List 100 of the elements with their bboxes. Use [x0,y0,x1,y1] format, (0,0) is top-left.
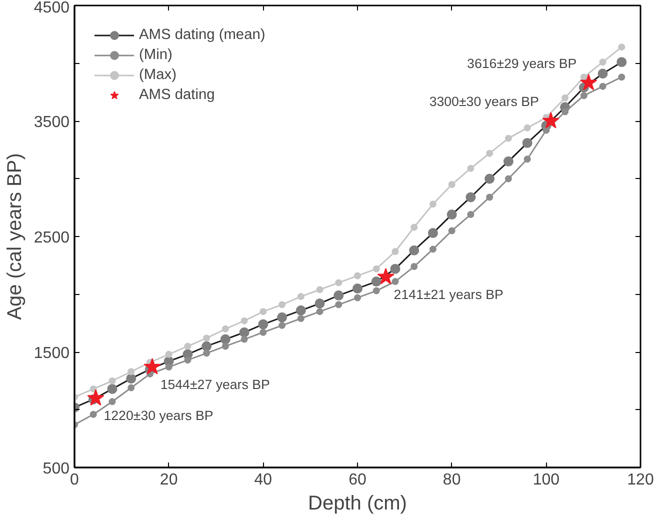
point [334,290,344,300]
point [542,126,550,134]
legend-label: AMS dating [139,87,215,103]
point [372,287,380,294]
point [258,319,268,330]
annotation: 3300±30 years BP [429,94,539,109]
point [542,112,560,128]
point [467,164,474,172]
point [144,358,161,374]
point [203,350,210,357]
x-tick-label: 100 [532,472,560,488]
point [504,175,512,182]
point [354,272,361,280]
y-axis-title: Age (cal years BP) [4,153,26,320]
point [486,194,494,201]
y-tick-label: 3500 [34,114,70,131]
annotation: 1544±27 years BP [160,377,270,392]
point [297,293,304,300]
point [392,248,399,256]
point [448,227,456,234]
point [222,342,229,350]
point [504,134,512,142]
point [448,181,456,188]
point [522,138,532,148]
x-tick-label: 80 [442,472,461,488]
point [240,336,248,343]
point [239,327,250,338]
point [260,328,267,336]
point [409,245,420,256]
point [616,57,627,68]
point [371,276,382,287]
point [429,200,436,208]
point [277,312,288,322]
point [599,58,606,66]
point [484,174,495,184]
x-tick-label: 120 [627,472,654,488]
x-tick-label: 0 [70,472,80,488]
point [446,210,457,220]
point [165,350,172,358]
point [580,74,588,81]
legend-label: AMS dating (mean) [139,27,266,43]
point [580,92,588,100]
point [466,192,476,202]
point [220,334,230,344]
point [410,263,418,270]
point [126,374,136,384]
point [240,317,248,324]
point [486,150,494,157]
point [203,334,210,342]
point [410,224,418,231]
point [618,44,626,51]
point [128,384,135,392]
point [428,228,438,238]
point [314,298,325,308]
point [90,410,97,418]
y-tick-label: 4500 [34,0,70,16]
point [278,322,286,329]
point [354,294,361,302]
point [562,108,569,116]
point [316,286,324,294]
point [377,268,394,284]
point [108,398,116,406]
point [202,341,212,352]
annotation: 2141±21 years BP [394,286,504,302]
point [316,308,324,316]
point [128,368,135,376]
point [562,94,569,102]
point [278,301,286,308]
annotation: 1220±30 years BP [104,408,214,424]
legend-label: (Min) [139,47,172,63]
point [297,315,304,322]
point [524,124,531,132]
point [599,82,606,90]
annotation: 3616±29 years BP [467,56,577,71]
point [392,278,399,286]
point [260,308,267,316]
point [296,305,306,316]
point [87,389,104,406]
x-tick-label: 40 [254,472,272,488]
point [352,283,362,294]
point [503,156,514,166]
x-tick-label: 60 [348,472,366,488]
point [184,342,192,350]
point [90,385,97,392]
legend-label: (Max) [139,67,176,83]
point [524,156,531,163]
point [222,325,229,332]
point [580,74,598,90]
point [335,279,342,286]
y-tick-label: 2500 [34,230,70,246]
point [429,246,436,253]
point [467,211,474,218]
point [390,264,400,274]
point [108,377,116,384]
point [335,301,342,308]
point [107,384,118,394]
point [165,364,172,371]
point [618,74,626,81]
point [372,265,380,272]
point [598,68,608,79]
